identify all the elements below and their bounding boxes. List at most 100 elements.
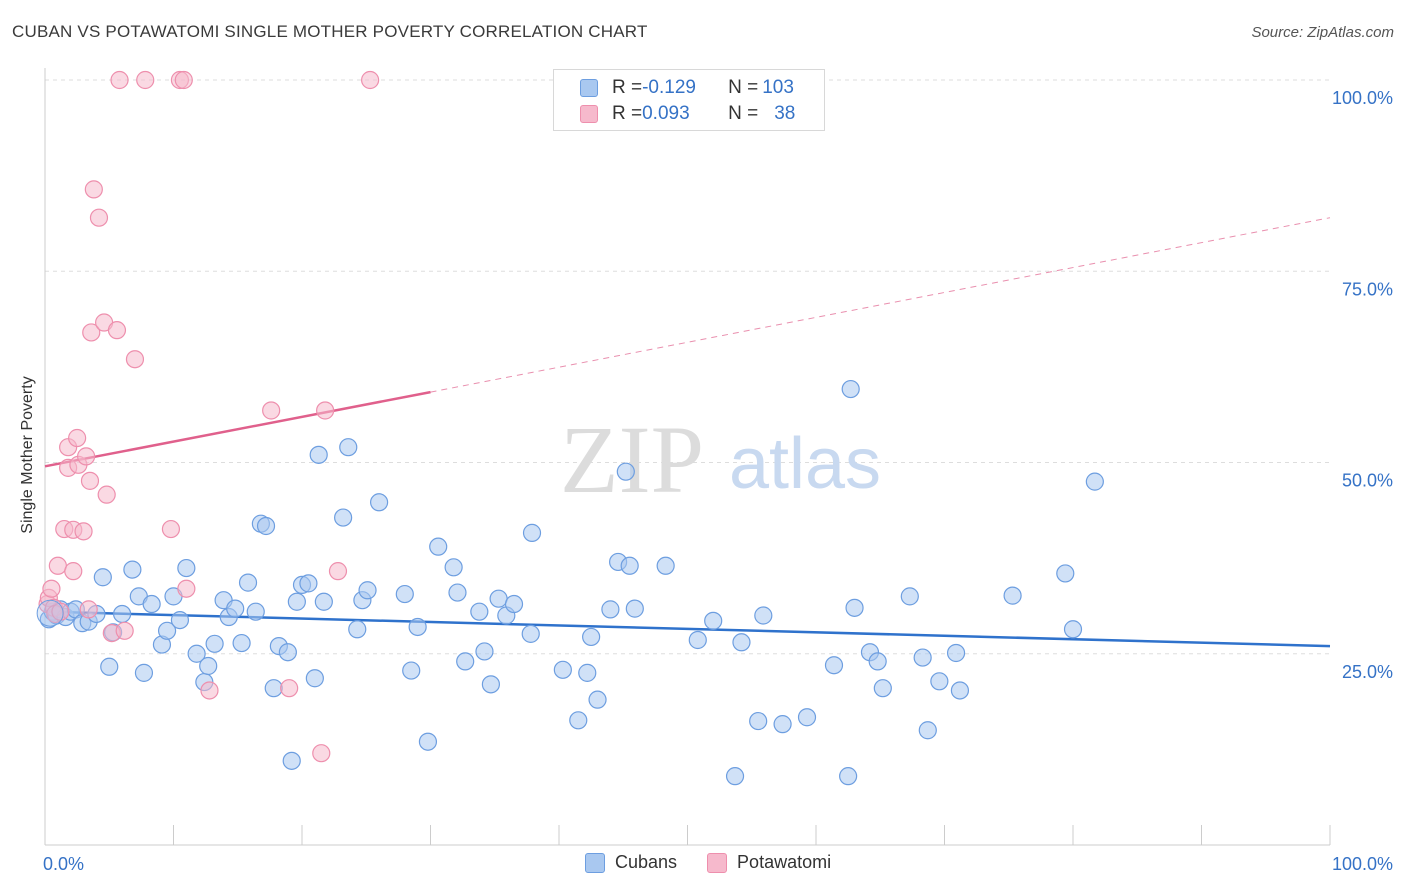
cubans-point — [408, 617, 427, 637]
potawatomi-swatch — [707, 852, 728, 873]
cubans-point — [873, 679, 892, 698]
cubans-point — [142, 594, 161, 614]
cubans-point — [839, 767, 858, 786]
cubans-point — [157, 621, 177, 640]
cubans-point — [395, 584, 414, 604]
cubans-point — [656, 556, 675, 575]
potawatomi-swatch — [580, 105, 598, 123]
potawatomi-point — [74, 522, 93, 541]
cubans-point — [773, 715, 792, 734]
x-tick-label: 100.0% — [1332, 854, 1393, 874]
cubans-point — [226, 599, 245, 618]
cubans-point — [522, 523, 542, 542]
potawatomi-point — [51, 602, 70, 621]
potawatomi-point — [361, 70, 380, 90]
cubans-swatch — [580, 79, 598, 97]
r-label: R = — [612, 77, 643, 98]
axes — [44, 68, 1331, 846]
potawatomi-trend-line — [44, 390, 431, 468]
cubans-point — [553, 660, 572, 679]
cubans-point — [287, 592, 306, 611]
legend-row-cubans: R = -0.129 N = 103 — [580, 76, 794, 100]
cubans-point — [278, 643, 297, 662]
cubans-point — [504, 594, 524, 614]
n-value-cubans: 103 — [762, 77, 794, 98]
potawatomi-point — [82, 323, 101, 342]
cubans-point — [232, 633, 251, 653]
cubans-point — [187, 644, 206, 663]
cubans-point — [238, 573, 258, 592]
cubans-point — [370, 493, 389, 512]
y-tick-label: 100.0% — [1332, 88, 1393, 108]
potawatomi-point — [84, 180, 103, 199]
cubans-point — [481, 675, 500, 694]
cubans-point — [845, 598, 864, 617]
cubans-point — [205, 634, 224, 653]
potawatomi-point — [68, 428, 87, 448]
legend-item-potawatomi[interactable]: Potawatomi — [707, 852, 831, 873]
data-points — [36, 70, 1104, 786]
grid-lines — [45, 79, 1330, 655]
cubans-point — [402, 661, 421, 680]
r-value-potawatomi: 0.093 — [642, 103, 690, 124]
chart-title: CUBAN VS POTAWATOMI SINGLE MOTHER POVERT… — [12, 22, 648, 41]
cubans-swatch — [585, 852, 605, 873]
cubans-point — [134, 663, 154, 682]
cubans-point — [797, 708, 817, 727]
potawatomi-point — [125, 350, 145, 369]
cubans-point — [1063, 620, 1083, 639]
cubans-point — [448, 583, 467, 602]
cubans-point — [868, 652, 887, 671]
potawatomi-point — [200, 681, 219, 700]
cubans-point — [688, 630, 707, 650]
legend-label-potawatomi: Potawatomi — [737, 852, 832, 872]
cubans-point — [1003, 586, 1022, 605]
cubans-point — [489, 589, 508, 608]
potawatomi-point — [107, 321, 127, 340]
n-label: N = — [728, 103, 759, 124]
cubans-point — [749, 711, 768, 731]
cubans-point — [930, 672, 949, 691]
cubans-point — [704, 611, 723, 630]
cubans-point — [824, 656, 844, 675]
cubans-point — [264, 679, 283, 698]
watermark: ZIP atlas — [560, 406, 881, 513]
cubans-point — [918, 721, 937, 740]
cubans-point — [246, 602, 265, 621]
watermark-zip: ZIP — [560, 406, 704, 513]
cubans-point — [93, 568, 112, 587]
n-label: N = — [728, 77, 759, 98]
cubans-point — [841, 379, 860, 399]
cubans-point — [299, 574, 318, 593]
cubans-point — [569, 711, 588, 730]
legend-item-cubans[interactable]: Cubans — [585, 852, 677, 873]
cubans-point — [1085, 472, 1104, 491]
x-tick-label: 0.0% — [43, 854, 84, 874]
cubans-point — [282, 751, 301, 770]
cubans-point — [170, 610, 190, 630]
potawatomi-point — [262, 401, 281, 420]
cubans-point — [256, 516, 276, 536]
cubans-point — [900, 587, 919, 606]
cubans-point — [314, 592, 333, 611]
potawatomi-point — [328, 562, 348, 581]
potawatomi-point — [80, 471, 100, 490]
potawatomi-point — [64, 562, 83, 581]
cubans-point — [732, 633, 751, 652]
cubans-point — [100, 657, 119, 676]
y-tick-label: 75.0% — [1342, 279, 1393, 299]
cubans-point — [112, 604, 132, 624]
legend-row-potawatomi: R = 0.093 N = 38 — [580, 102, 795, 126]
r-label: R = — [612, 103, 643, 124]
r-value-cubans: -0.129 — [642, 77, 696, 98]
y-axis-label: Single Mother Poverty — [19, 376, 36, 534]
cubans-point — [123, 560, 142, 579]
cubans-point — [582, 627, 601, 647]
potawatomi-point — [161, 519, 181, 539]
potawatomi-point — [110, 70, 129, 90]
source-label: Source: ZipAtlas.com — [1251, 24, 1394, 41]
cubans-point — [309, 445, 328, 464]
cubans-point — [1056, 564, 1075, 583]
cubans-point — [950, 681, 970, 700]
